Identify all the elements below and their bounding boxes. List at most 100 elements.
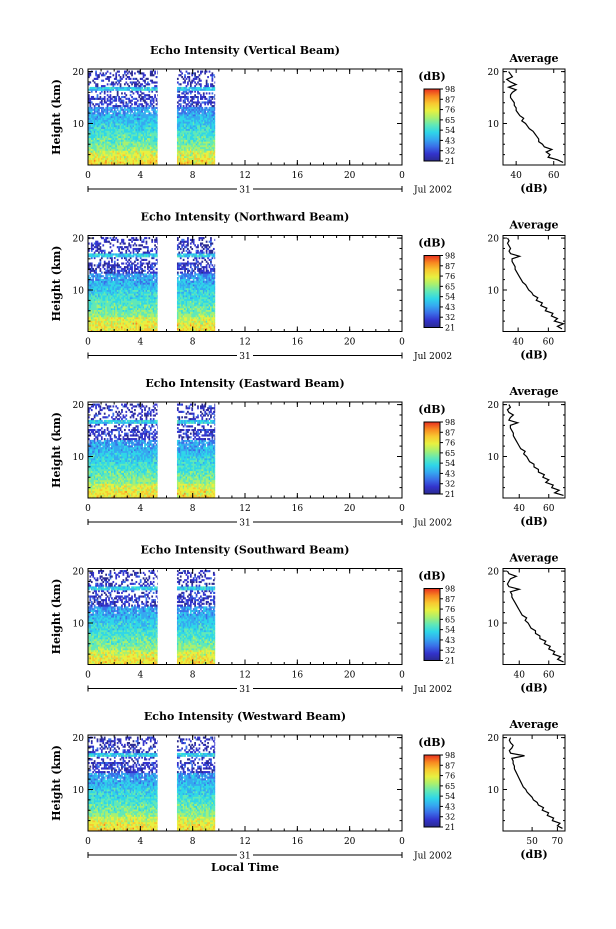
heatmap-cell — [116, 246, 119, 249]
heatmap-cell — [139, 309, 142, 312]
heatmap-cell — [194, 81, 196, 84]
heatmap-cell — [100, 152, 103, 155]
heatmap-cell — [152, 146, 155, 149]
heatmap-cell — [122, 298, 125, 301]
heatmap-cell — [89, 264, 92, 267]
heatmap-cell — [207, 103, 209, 106]
heatmap-cell — [187, 115, 189, 119]
heatmap-cell — [145, 251, 148, 254]
heatmap-cell — [214, 163, 216, 166]
heatmap-cell — [121, 302, 123, 305]
heatmap-cell — [105, 145, 108, 148]
heatmap-cell — [194, 74, 196, 77]
heatmap-cell — [116, 119, 119, 122]
heatmap-cell — [115, 286, 118, 289]
heatmap-cell — [136, 110, 139, 113]
heatmap-cell — [188, 135, 191, 139]
heatmap-cell — [178, 95, 181, 99]
heatmap-cell — [176, 112, 179, 115]
heatmap-cell — [147, 81, 149, 84]
heatmap-cell — [129, 257, 132, 260]
heatmap-cell — [197, 128, 199, 131]
heatmap-cell — [188, 106, 191, 109]
heatmap-cell — [106, 146, 109, 149]
heatmap-cell — [142, 114, 145, 117]
heatmap-cell — [151, 150, 154, 153]
heatmap-cell — [145, 143, 148, 146]
heatmap-cell — [132, 293, 135, 296]
heatmap-cell — [181, 117, 184, 120]
heatmap-cell — [126, 86, 129, 90]
heatmap-cell — [182, 112, 185, 115]
heatmap-cell — [134, 145, 136, 148]
heatmap-cell — [151, 114, 154, 117]
heatmap-cell — [131, 322, 133, 325]
heatmap-cell — [93, 161, 96, 164]
heatmap-cell — [95, 123, 97, 126]
heatmap-cell — [123, 126, 126, 129]
heatmap-cell — [176, 139, 179, 142]
heatmap-cell — [113, 155, 116, 159]
heatmap-cell — [138, 280, 141, 283]
heatmap-cell — [121, 300, 123, 303]
heatmap-cell — [126, 117, 129, 120]
heatmap-cell — [129, 244, 132, 247]
heatmap-cell — [198, 119, 201, 122]
heatmap-cell — [179, 103, 182, 106]
heatmap-cell — [118, 280, 120, 283]
heatmap-cell — [141, 86, 143, 90]
heatmap-cell — [134, 238, 136, 241]
heatmap-cell — [111, 125, 113, 128]
heatmap-cell — [121, 324, 123, 327]
heatmap-cell — [123, 155, 126, 159]
heatmap-cell — [109, 309, 112, 312]
heatmap-cell — [135, 244, 138, 247]
heatmap-cell — [100, 117, 103, 120]
heatmap-cell — [95, 296, 97, 300]
heatmap-cell — [92, 267, 95, 271]
heatmap-cell — [131, 306, 133, 309]
heatmap-cell — [195, 86, 198, 90]
heatmap-cell — [188, 117, 191, 120]
heatmap-cell — [201, 161, 204, 164]
heatmap-cell — [103, 123, 106, 126]
heatmap-cell — [119, 85, 122, 88]
heatmap-cell — [131, 296, 133, 300]
heatmap-cell — [121, 92, 123, 95]
heatmap-cell — [126, 296, 129, 300]
heatmap-cell — [182, 81, 185, 84]
heatmap-cell — [116, 143, 119, 146]
heatmap-cell — [136, 247, 139, 251]
heatmap-cell — [138, 88, 141, 91]
heatmap-cell — [142, 320, 145, 323]
heatmap-cell — [115, 125, 118, 128]
heatmap-cell — [132, 112, 135, 115]
heatmap-cell — [109, 284, 112, 287]
colorbar — [423, 88, 441, 162]
heatmap-cell — [105, 240, 108, 243]
heatmap-cell — [106, 284, 109, 287]
heatmap-cell — [148, 315, 151, 318]
heatmap-cell — [109, 114, 112, 117]
heatmap-cell — [106, 298, 109, 301]
heatmap-cell — [199, 97, 202, 100]
heatmap-cell — [88, 154, 90, 157]
heatmap-cell — [128, 155, 131, 159]
heatmap-cell — [105, 329, 108, 332]
heatmap-cell — [89, 121, 92, 124]
colorbar-tick-label: 32 — [445, 147, 455, 156]
heatmap-cell — [96, 161, 99, 164]
heatmap-cell — [147, 159, 149, 162]
heatmap-cell — [179, 154, 182, 157]
heatmap-cell — [207, 83, 209, 86]
heatmap-cell — [136, 298, 139, 301]
heatmap-cell — [129, 99, 132, 102]
heatmap-cell — [125, 81, 128, 84]
heatmap-cell — [214, 103, 216, 106]
heatmap-cell — [134, 267, 136, 271]
heatmap-cell — [154, 126, 156, 129]
heatmap-cell — [192, 155, 195, 159]
heatmap-cell — [98, 150, 100, 153]
heatmap-cell — [191, 101, 194, 104]
heatmap-cell — [128, 284, 131, 287]
